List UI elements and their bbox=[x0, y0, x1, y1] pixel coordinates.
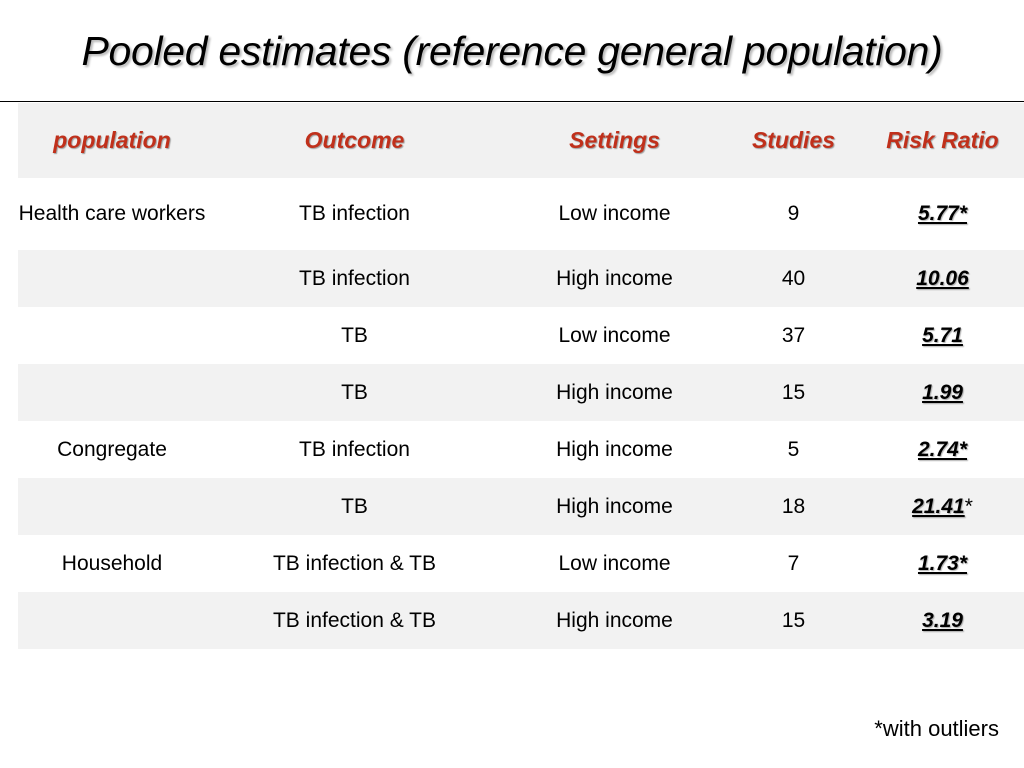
header-outcome: Outcome bbox=[304, 127, 405, 153]
table-row: TB infection High income 40 10.06 bbox=[18, 250, 1024, 307]
risk-ratio-value: 1.99 bbox=[922, 380, 963, 404]
cell-settings: Low income bbox=[558, 551, 671, 575]
cell-population bbox=[18, 364, 206, 421]
cell-risk-ratio: 1.99 bbox=[861, 364, 1024, 421]
cell-settings: High income bbox=[556, 437, 673, 461]
table-row: TB infection & TB High income 15 3.19 bbox=[18, 592, 1024, 649]
risk-ratio-value: 21.41 bbox=[912, 494, 965, 518]
cell-studies: 40 bbox=[781, 266, 806, 290]
cell-population bbox=[18, 478, 206, 535]
risk-ratio-suffix: * bbox=[964, 494, 973, 518]
cell-outcome: TB infection & TB bbox=[272, 551, 437, 575]
risk-ratio-value: 1.73* bbox=[917, 551, 968, 575]
cell-risk-ratio: 5.77* bbox=[861, 178, 1024, 250]
cell-studies: 5 bbox=[787, 437, 800, 461]
header-settings: Settings bbox=[569, 127, 660, 153]
cell-studies: 37 bbox=[781, 323, 806, 347]
risk-ratio-value: 3.19 bbox=[922, 608, 963, 632]
cell-settings: High income bbox=[556, 608, 673, 632]
risk-ratio-value: 2.74* bbox=[917, 437, 968, 461]
table-row: TB High income 15 1.99 bbox=[18, 364, 1024, 421]
table-row: Household TB infection & TB Low income 7… bbox=[18, 535, 1024, 592]
cell-risk-ratio: 21.41* bbox=[861, 478, 1024, 535]
header-studies: Studies bbox=[751, 127, 836, 153]
table-row: TB High income 18 21.41* bbox=[18, 478, 1024, 535]
pooled-estimates-table: population Outcome Settings Studies Risk… bbox=[18, 103, 1024, 649]
risk-ratio-value: 10.06 bbox=[916, 266, 969, 290]
cell-population: Congregate bbox=[57, 437, 167, 461]
cell-outcome: TB bbox=[341, 494, 368, 518]
header-risk-ratio: Risk Ratio bbox=[886, 127, 999, 153]
cell-settings: High income bbox=[556, 266, 673, 290]
cell-outcome: TB bbox=[341, 323, 368, 347]
cell-settings: Low income bbox=[558, 202, 671, 225]
cell-risk-ratio: 5.71 bbox=[861, 307, 1024, 364]
cell-studies: 9 bbox=[787, 202, 800, 225]
table-row: TB Low income 37 5.71 bbox=[18, 307, 1024, 364]
cell-settings: Low income bbox=[558, 323, 671, 347]
cell-outcome: TB bbox=[341, 380, 368, 404]
cell-outcome: TB infection bbox=[299, 202, 410, 225]
footnote: *with outliers bbox=[874, 716, 999, 741]
cell-population bbox=[18, 592, 206, 649]
cell-population: Health care workers bbox=[18, 202, 206, 225]
cell-outcome: TB infection bbox=[299, 437, 410, 461]
cell-population: Household bbox=[61, 551, 163, 575]
cell-outcome: TB infection bbox=[299, 266, 410, 290]
table-row: Congregate TB infection High income 5 2.… bbox=[18, 421, 1024, 478]
cell-risk-ratio: 2.74* bbox=[861, 421, 1024, 478]
cell-studies: 15 bbox=[781, 608, 806, 632]
cell-outcome: TB infection & TB bbox=[272, 608, 437, 632]
risk-ratio-value: 5.71 bbox=[922, 323, 963, 347]
slide-title: Pooled estimates (reference general popu… bbox=[81, 28, 943, 74]
cell-risk-ratio: 3.19 bbox=[861, 592, 1024, 649]
table-header-row: population Outcome Settings Studies Risk… bbox=[18, 103, 1024, 178]
cell-studies: 18 bbox=[781, 494, 806, 518]
cell-population bbox=[18, 250, 206, 307]
cell-studies: 7 bbox=[787, 551, 800, 575]
cell-studies: 15 bbox=[781, 380, 806, 404]
cell-risk-ratio: 1.73* bbox=[861, 535, 1024, 592]
header-population: population bbox=[53, 127, 171, 153]
title-divider bbox=[0, 101, 1024, 102]
cell-population bbox=[18, 307, 206, 364]
cell-settings: High income bbox=[556, 380, 673, 404]
risk-ratio-value: 5.77* bbox=[917, 202, 968, 225]
cell-settings: High income bbox=[556, 494, 673, 518]
cell-risk-ratio: 10.06 bbox=[861, 250, 1024, 307]
table-row: Health care workers TB infection Low inc… bbox=[18, 178, 1024, 250]
